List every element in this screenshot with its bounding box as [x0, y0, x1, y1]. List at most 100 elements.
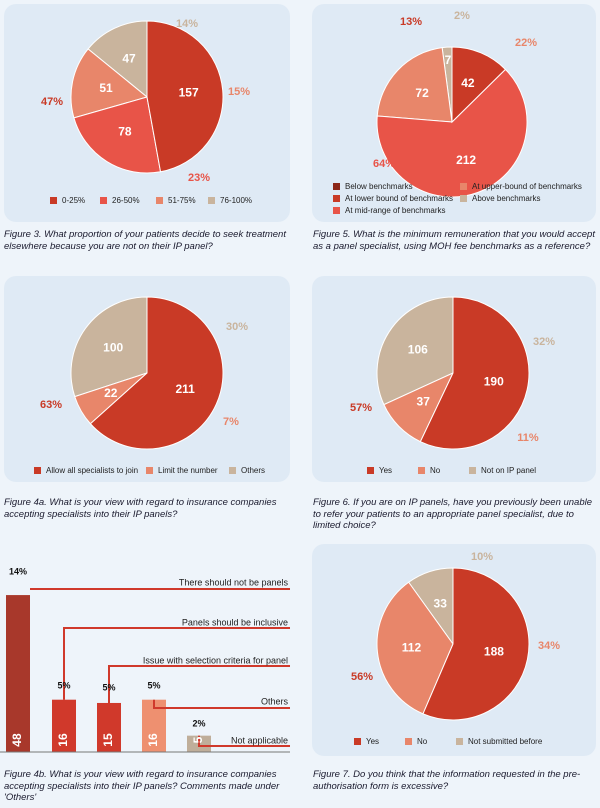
legend-swatch [456, 738, 463, 745]
pie-slice [419, 296, 530, 450]
legend-label: No [417, 737, 428, 746]
pie-slice [376, 68, 528, 198]
legend-label: 0-25% [62, 196, 86, 205]
slice-value-label: 42 [461, 76, 475, 90]
legend-label: 51-75% [168, 196, 196, 205]
pie-slice [70, 296, 148, 398]
legend-label: Not on IP panel [481, 466, 537, 475]
legend-swatch [460, 183, 467, 190]
fig3-caption: Figure 3. What proportion of your patien… [4, 229, 286, 252]
slice-percent-label: 2% [454, 10, 470, 22]
fig6-caption: Figure 6. If you are on IP panels, have … [313, 497, 593, 531]
slice-percent-label: 56% [351, 671, 373, 683]
slice-value-label: 51 [99, 81, 113, 95]
legend-swatch [34, 467, 41, 474]
pie-slice [146, 20, 224, 173]
pie-slice [376, 581, 454, 715]
pie-slice [89, 296, 224, 450]
bar-percent-label: 5% [147, 680, 160, 690]
bar-connector-line [63, 627, 290, 700]
bar-connector-line [153, 699, 290, 709]
bar [52, 699, 76, 752]
slice-value-label: 211 [175, 382, 195, 396]
bar-value-label: 15 [101, 733, 115, 747]
legend-swatch [229, 467, 236, 474]
legend-swatch [100, 197, 107, 204]
legend-swatch [418, 467, 425, 474]
legend-label: Above benchmarks [472, 194, 541, 203]
legend-label: No [430, 466, 441, 475]
bar-percent-label: 14% [9, 566, 27, 576]
bar [6, 595, 30, 752]
bar-percent-label: 2% [192, 718, 205, 728]
legend-label: At mid-range of benchmarks [345, 206, 446, 215]
fig5-caption: Figure 5. What is the minimum remunerati… [313, 229, 595, 252]
slice-percent-label: 15% [228, 86, 250, 98]
bar-category-label: Not applicable [231, 735, 288, 745]
pie-slice [87, 20, 148, 99]
slice-percent-label: 32% [533, 336, 555, 348]
slice-value-label: 7 [445, 53, 452, 67]
slice-value-label: 37 [417, 395, 431, 409]
slice-percent-label: 11% [517, 432, 539, 444]
slice-value-label: 47 [122, 51, 136, 65]
legend-label: Allow all specialists to join [46, 466, 139, 475]
pie-slice [73, 96, 162, 174]
legend-label: Others [241, 466, 266, 475]
legend-swatch [469, 467, 476, 474]
bar-value-label: 48 [10, 733, 24, 747]
bar-category-label: There should not be panels [179, 577, 289, 587]
slice-value-label: 22 [104, 386, 118, 400]
legend-label: At upper-bound of benchmarks [472, 182, 582, 191]
bar-category-label: Issue with selection criteria for panel [143, 655, 288, 665]
slice-percent-label: 63% [40, 399, 62, 411]
legend-swatch [354, 738, 361, 745]
slice-percent-label: 57% [350, 402, 372, 414]
legend-swatch [333, 207, 340, 214]
fig7-caption: Figure 7. Do you think that the informat… [313, 769, 581, 792]
slice-value-label: 78 [118, 125, 132, 139]
legend-label: Yes [379, 466, 393, 475]
bar [97, 702, 121, 752]
slice-value-label: 106 [408, 343, 428, 357]
legend-label: Not submitted before [468, 737, 543, 746]
bar-value-label: 16 [56, 733, 70, 747]
slice-value-label: 188 [484, 645, 504, 659]
legend-swatch [460, 195, 467, 202]
legend-swatch [405, 738, 412, 745]
legend-label: Yes [366, 737, 380, 746]
legend-label: 76-100% [220, 196, 253, 205]
bar-percent-label: 5% [102, 682, 115, 692]
legend-swatch [208, 197, 215, 204]
slice-percent-label: 10% [471, 551, 493, 563]
pie-slice [376, 296, 454, 406]
slice-value-label: 112 [402, 641, 422, 655]
bar-category-label: Panels should be inclusive [182, 617, 288, 627]
slice-value-label: 212 [456, 153, 476, 167]
pie-slice [422, 567, 530, 721]
bar-value-label: 16 [146, 733, 160, 747]
slice-value-label: 33 [434, 596, 448, 610]
legend-swatch [146, 467, 153, 474]
bar-value-label: 5 [191, 736, 205, 743]
legend-label: Below benchmarks [345, 182, 413, 191]
bar-category-label: Others [261, 696, 289, 706]
legend-label: Limit the number [158, 466, 218, 475]
slice-value-label: 157 [179, 85, 199, 99]
slice-percent-label: 7% [223, 416, 239, 428]
slice-percent-label: 22% [515, 37, 537, 49]
fig4a-caption: Figure 4a. What is your view with regard… [4, 497, 277, 520]
legend-swatch [333, 195, 340, 202]
fig4b-caption: Figure 4b. What is your view with regard… [4, 769, 280, 803]
slice-percent-label: 14% [176, 18, 198, 30]
legend-swatch [50, 197, 57, 204]
legend-swatch [156, 197, 163, 204]
legend-label: 26-50% [112, 196, 140, 205]
slice-value-label: 100 [103, 341, 123, 355]
bar-connector-line [108, 665, 290, 703]
slice-value-label: 72 [415, 86, 429, 100]
legend-swatch [367, 467, 374, 474]
slice-percent-label: 30% [226, 321, 248, 333]
slice-percent-label: 23% [188, 172, 210, 184]
